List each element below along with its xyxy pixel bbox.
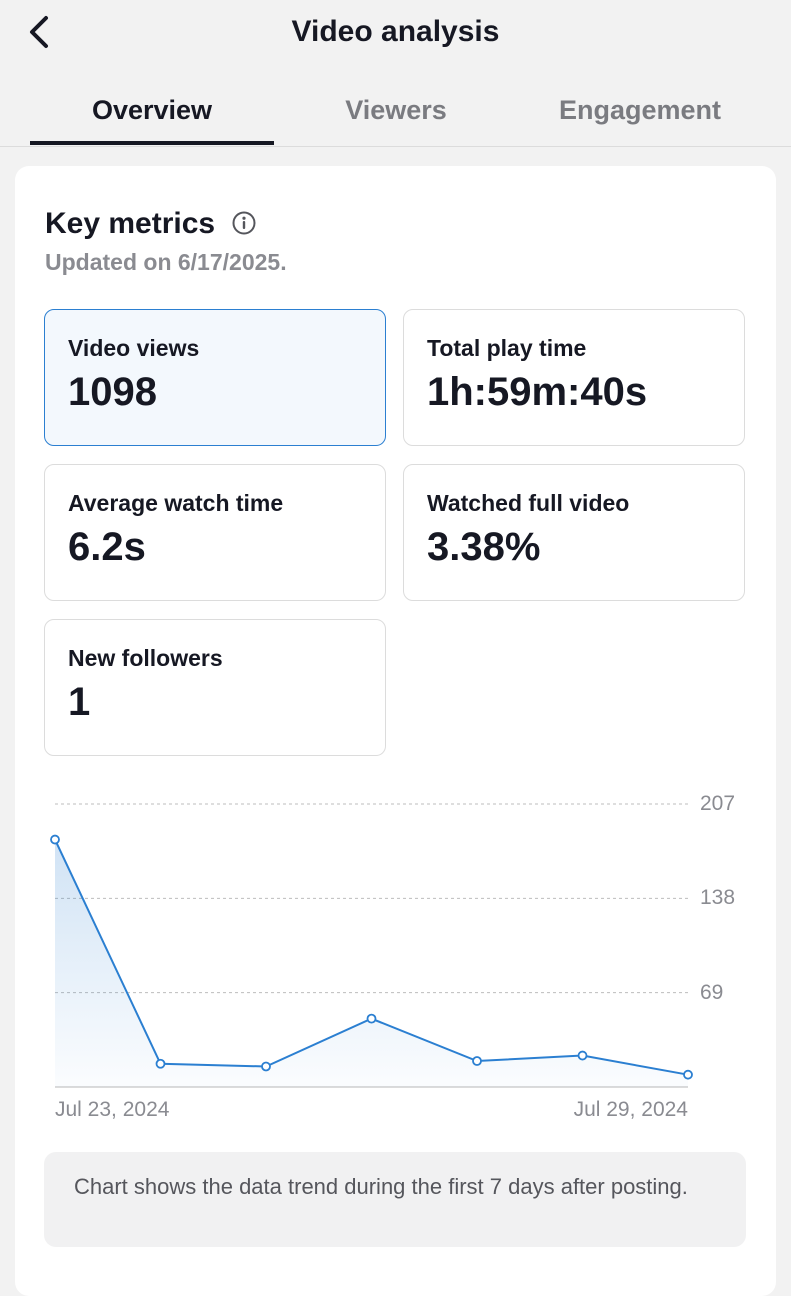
x-tick-label-start: Jul 23, 2024 <box>55 1098 170 1121</box>
tab-bar: Overview Viewers Engagement <box>0 80 791 147</box>
tab-overview[interactable]: Overview <box>91 95 213 125</box>
metric-card-average-watch-time[interactable]: Average watch time 6.2s <box>44 464 386 601</box>
y-tick-label: 138 <box>700 886 736 910</box>
tab-engagement[interactable]: Engagement <box>558 95 722 125</box>
metric-label: Average watch time <box>68 490 284 516</box>
chevron-left-icon <box>30 16 48 48</box>
chart-note: Chart shows the data trend during the fi… <box>44 1152 746 1247</box>
metric-value: 3.38% <box>427 525 541 569</box>
trend-chart-svg <box>50 803 693 1088</box>
metric-value: 6.2s <box>68 525 146 569</box>
data-point[interactable] <box>472 1056 482 1066</box>
data-point[interactable] <box>155 1058 166 1069</box>
active-tab-indicator <box>30 141 274 145</box>
header: Video analysis <box>0 0 791 64</box>
metric-label: New followers <box>68 645 223 671</box>
tab-viewers[interactable]: Viewers <box>345 95 447 125</box>
info-icon[interactable] <box>231 210 257 236</box>
metric-label: Total play time <box>427 335 587 361</box>
data-point[interactable] <box>50 834 60 845</box>
updated-date: Updated on 6/17/2025. <box>45 249 287 275</box>
metric-card-video-views[interactable]: Video views 1098 <box>44 309 386 446</box>
trend-chart: 69 138 207 Jul 23, 2024 Jul 29, 2024 <box>15 786 776 1126</box>
data-point[interactable] <box>366 1013 377 1024</box>
metric-card-watched-full-video[interactable]: Watched full video 3.38% <box>403 464 745 601</box>
y-tick-label: 69 <box>700 980 724 1004</box>
data-point[interactable] <box>577 1050 588 1061</box>
data-point[interactable] <box>261 1061 271 1072</box>
data-point[interactable] <box>683 1069 693 1080</box>
metric-value: 1h:59m:40s <box>427 370 648 414</box>
metric-value: 1098 <box>68 370 157 414</box>
y-tick-label: 207 <box>700 792 736 815</box>
key-metrics-card: Key metrics Updated on 6/17/2025. Video … <box>15 166 776 1296</box>
metric-value: 1 <box>68 680 91 724</box>
metric-label: Video views <box>68 335 200 361</box>
metric-card-new-followers[interactable]: New followers 1 <box>44 619 386 756</box>
page-title: Video analysis <box>291 15 500 48</box>
back-button[interactable] <box>22 10 62 54</box>
series-area <box>55 839 688 1087</box>
x-tick-label-end: Jul 29, 2024 <box>573 1098 688 1121</box>
metric-label: Watched full video <box>427 490 630 516</box>
metric-card-total-play-time[interactable]: Total play time 1h:59m:40s <box>403 309 745 446</box>
section-title: Key metrics <box>45 207 216 240</box>
